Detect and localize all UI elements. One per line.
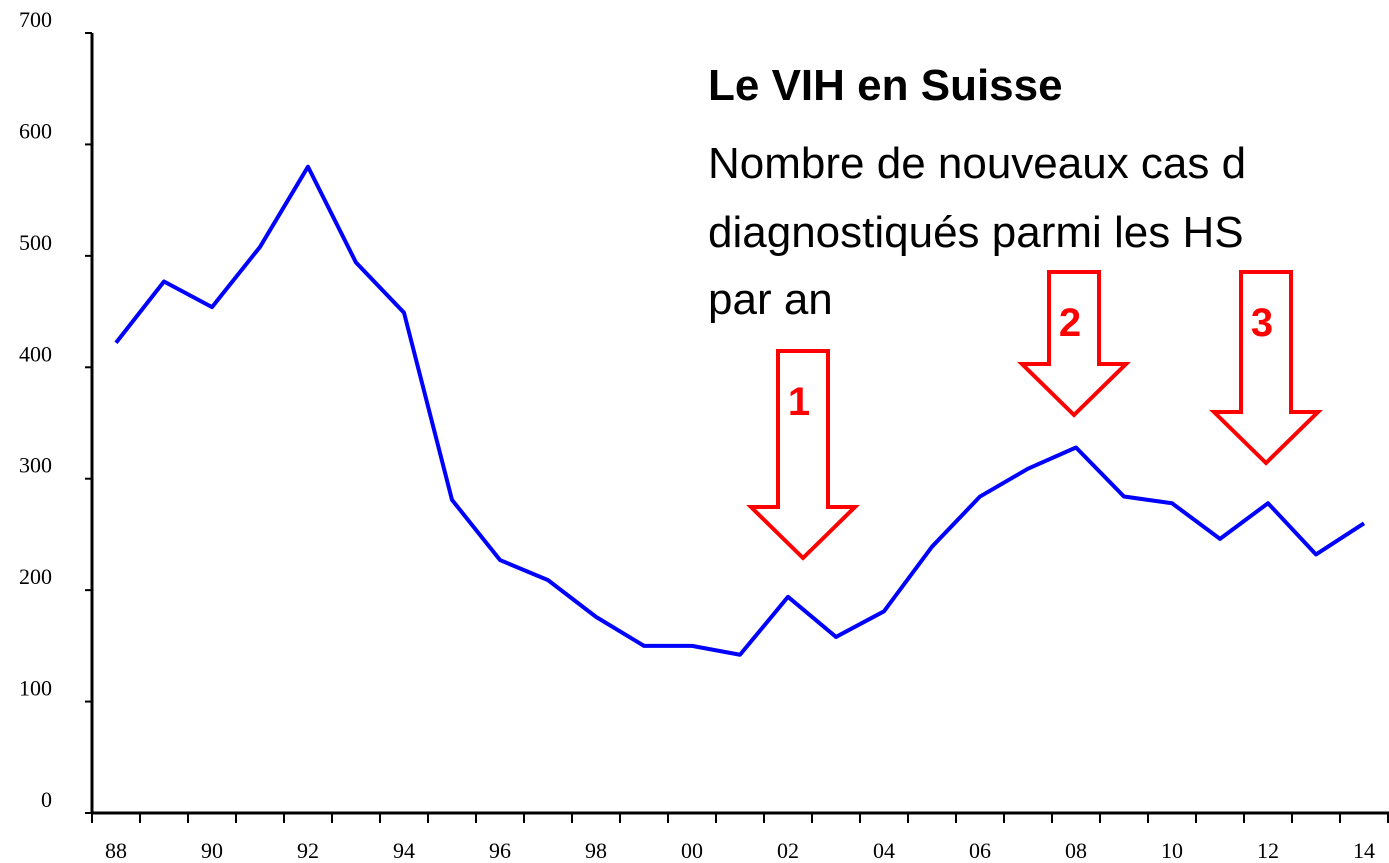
y-tick-label: 0 [41,787,52,812]
y-tick-label: 100 [19,676,52,701]
x-tick-label: 04 [873,838,895,863]
y-tick-label: 600 [19,118,52,143]
x-tick-label: 06 [969,838,991,863]
x-tick-label: 96 [489,838,511,863]
y-tick-label: 500 [19,230,52,255]
y-tick-label: 200 [19,564,52,589]
subtitle-line: Nombre de nouveaux cas d [708,139,1246,188]
subtitle-line: diagnostiqués parmi les HS [708,208,1244,257]
annotation-label: 3 [1251,301,1273,345]
annotation-arrow [1017,270,1131,418]
x-tick-label: 92 [297,838,319,863]
annotation-label: 1 [788,380,810,424]
x-tick-label: 14 [1353,838,1375,863]
line [114,164,1366,657]
x-tick-label: 08 [1065,838,1087,863]
chart-title: Le VIH en Suisse [708,61,1063,110]
annotation-label: 2 [1059,301,1081,345]
x-tick-label: 10 [1161,838,1183,863]
x-tick-label: 00 [681,838,703,863]
x-tick-label: 98 [585,838,607,863]
y-tick-label: 300 [19,453,52,478]
x-tick-label: 88 [105,838,127,863]
x-tick-label: 90 [201,838,223,863]
x-tick-label: 94 [393,838,415,863]
subtitle-line: par an [708,275,833,324]
y-tick-label: 400 [19,341,52,366]
x-tick-label: 02 [777,838,799,863]
x-tick-label: 12 [1257,838,1279,863]
annotation-arrow [1209,270,1323,466]
y-tick-label: 700 [19,7,52,32]
annotation-arrow [746,349,860,561]
